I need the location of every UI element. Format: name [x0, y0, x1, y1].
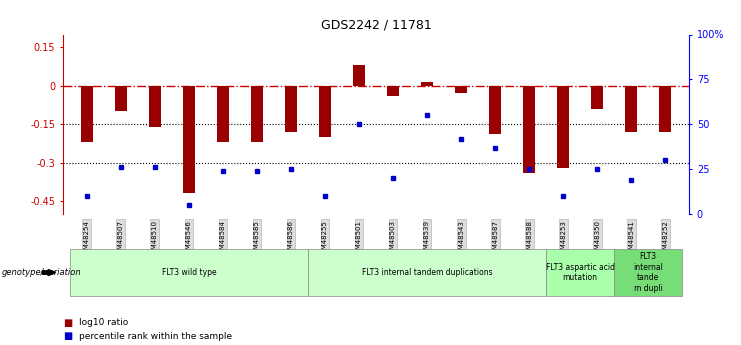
Bar — [455, 86, 467, 93]
Text: log10 ratio: log10 ratio — [79, 318, 128, 327]
Bar — [625, 86, 637, 132]
Bar — [353, 65, 365, 86]
Text: FLT3 internal tandem duplications: FLT3 internal tandem duplications — [362, 268, 493, 277]
Bar — [387, 86, 399, 96]
Text: ■: ■ — [63, 318, 72, 327]
Bar — [81, 86, 93, 142]
Text: FLT3 wild type: FLT3 wild type — [162, 268, 216, 277]
Bar — [614, 249, 682, 296]
Bar — [546, 249, 614, 296]
Bar — [183, 86, 195, 194]
Bar — [251, 86, 263, 142]
Title: GDS2242 / 11781: GDS2242 / 11781 — [321, 19, 431, 32]
Bar — [308, 249, 546, 296]
Bar — [149, 86, 161, 127]
Bar — [659, 86, 671, 132]
Bar — [421, 82, 433, 86]
Bar — [523, 86, 535, 173]
Bar — [319, 86, 331, 137]
Bar — [217, 86, 229, 142]
Bar — [115, 86, 127, 111]
Text: ■: ■ — [63, 332, 72, 341]
Bar — [557, 86, 569, 168]
Bar — [489, 86, 501, 135]
Text: FLT3
internal
tande
m dupli: FLT3 internal tande m dupli — [634, 253, 663, 293]
Text: percentile rank within the sample: percentile rank within the sample — [79, 332, 233, 341]
Text: FLT3 aspartic acid
mutation: FLT3 aspartic acid mutation — [545, 263, 615, 282]
Text: genotype/variation: genotype/variation — [2, 268, 82, 277]
Bar — [70, 249, 308, 296]
Bar — [285, 86, 297, 132]
Bar — [591, 86, 603, 109]
